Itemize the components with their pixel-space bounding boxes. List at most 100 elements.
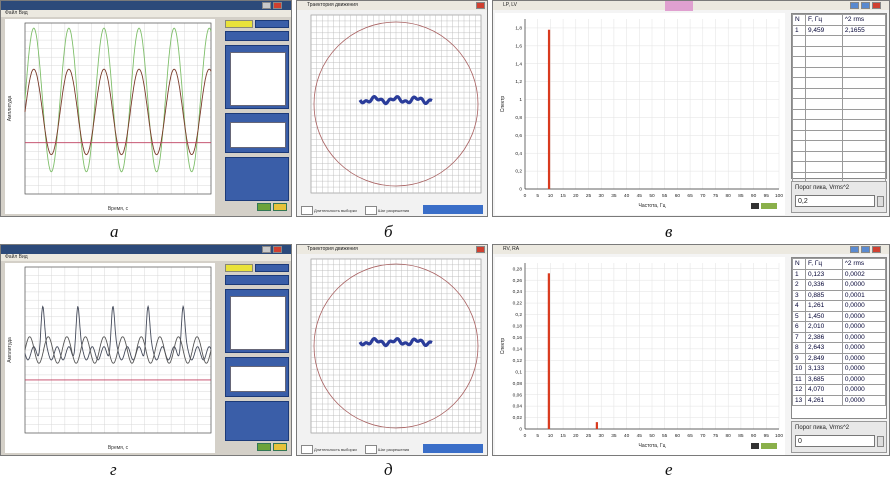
table-row[interactable] <box>792 35 887 47</box>
table-row[interactable]: 4 1,261 0,0000 <box>792 300 887 312</box>
table-row[interactable] <box>792 140 887 152</box>
table-cell: 3,685 <box>805 373 843 385</box>
column-header[interactable]: F, Гц <box>805 258 843 270</box>
table-row[interactable] <box>792 129 887 141</box>
table-cell: 3 <box>792 289 806 301</box>
table-cell: 1 <box>792 24 806 36</box>
minimize-button[interactable] <box>850 246 859 253</box>
table-row[interactable] <box>792 119 887 131</box>
step-input[interactable] <box>365 445 377 454</box>
channel-list[interactable] <box>230 52 286 106</box>
table-row[interactable] <box>792 66 887 78</box>
minimize-button[interactable] <box>850 2 859 9</box>
table-row[interactable]: 1 0,123 0,0002 <box>792 268 887 280</box>
peak-table-f[interactable]: N F, Гц ^2 rms 1 0,123 0,0002 2 0,336 0,0000 3 0,8… <box>791 257 887 419</box>
stop-button[interactable] <box>273 443 287 451</box>
table-row[interactable]: 6 2,010 0,0000 <box>792 321 887 333</box>
spectrum-peak-1 <box>547 29 551 189</box>
header-readout <box>255 20 289 28</box>
table-row[interactable]: 13 4,261 0,0000 <box>792 394 887 406</box>
column-header[interactable]: ^2 rms <box>841 14 887 26</box>
spectrum-peak-1 <box>547 273 550 429</box>
table-cell <box>805 87 843 99</box>
table-row[interactable]: 3 0,885 0,0001 <box>792 289 887 301</box>
duration-input[interactable] <box>301 206 313 215</box>
table-row[interactable]: 8 2,643 0,0000 <box>792 342 887 354</box>
window-titlebar[interactable]: Траектория движения <box>297 245 487 254</box>
apply-button[interactable] <box>423 444 483 453</box>
column-header[interactable]: N <box>792 258 806 270</box>
table-cell: 8 <box>792 342 806 354</box>
x-tick-label: 45 <box>637 433 643 439</box>
table-row[interactable]: 7 2,386 0,0000 <box>792 331 887 343</box>
close-button[interactable] <box>872 2 881 9</box>
column-header[interactable]: F, Гц <box>805 14 843 26</box>
panel-f-spectrum-window: RV, RA 0 5 10 15 20 25 30 35 40 45 50 55 60 65 70 75 80 8… <box>492 244 890 456</box>
maximize-button[interactable] <box>861 246 870 253</box>
table-row[interactable] <box>792 108 887 120</box>
close-button[interactable] <box>872 246 881 253</box>
stop-button[interactable] <box>273 203 287 211</box>
table-cell: 2,643 <box>805 342 843 354</box>
table-row[interactable] <box>792 77 887 89</box>
table-row[interactable] <box>792 56 887 68</box>
table-cell <box>805 150 843 162</box>
threshold-spinner[interactable] <box>877 196 884 207</box>
table-row[interactable]: 2 0,336 0,0000 <box>792 279 887 291</box>
x-tick-label: 70 <box>700 433 706 439</box>
table-row[interactable] <box>792 87 887 99</box>
table-cell <box>792 119 806 131</box>
table-row[interactable]: 9 2,849 0,0000 <box>792 352 887 364</box>
table-row[interactable] <box>792 45 887 57</box>
column-header[interactable]: ^2 rms <box>841 258 887 270</box>
threshold-input[interactable]: 0 <box>795 435 875 447</box>
window-titlebar[interactable]: Траектория движения <box>297 1 487 10</box>
waveform-series-2 <box>24 336 212 364</box>
close-button[interactable] <box>476 2 485 9</box>
minimize-button[interactable] <box>262 2 271 9</box>
table-row[interactable] <box>792 150 887 162</box>
threshold-spinner[interactable] <box>877 436 884 447</box>
header-readout <box>255 264 289 272</box>
y-tick-label: 1,2 <box>515 79 522 85</box>
table-row[interactable]: 5 1,450 0,0000 <box>792 310 887 322</box>
menu-bar[interactable]: Файл Вид <box>1 254 291 261</box>
close-button[interactable] <box>273 246 282 253</box>
duration-input[interactable] <box>301 445 313 454</box>
maximize-button[interactable] <box>861 2 870 9</box>
apply-button[interactable] <box>423 205 483 214</box>
table-cell: 0,0000 <box>841 373 887 385</box>
table-cell <box>805 161 843 173</box>
column-header[interactable]: N <box>792 14 806 26</box>
table-cell <box>805 108 843 120</box>
table-cell <box>841 108 887 120</box>
y-tick-label: 1,6 <box>515 43 522 49</box>
table-cell <box>805 56 843 68</box>
table-row[interactable] <box>792 161 887 173</box>
trajectory-footer: Длительность выборки Шаг разрешения <box>301 444 485 455</box>
table-row[interactable]: 12 4,070 0,0000 <box>792 384 887 396</box>
window-titlebar[interactable] <box>1 1 291 10</box>
chart-background <box>495 257 785 455</box>
close-button[interactable] <box>476 246 485 253</box>
channel-list[interactable] <box>230 296 286 350</box>
minimize-button[interactable] <box>262 246 271 253</box>
start-button[interactable] <box>257 443 271 451</box>
table-cell: 2,1655 <box>841 24 887 36</box>
threshold-input[interactable]: 0,2 <box>795 195 875 207</box>
table-cell <box>792 66 806 78</box>
step-input[interactable] <box>365 206 377 215</box>
x-tick-label: 30 <box>599 433 605 439</box>
menu-bar[interactable]: Файл Вид <box>1 10 291 17</box>
close-button[interactable] <box>273 2 282 9</box>
peak-table-c[interactable]: N F, Гц ^2 rms 1 9,459 2,1655 <box>791 13 887 183</box>
y-tick-label: 1 <box>519 97 522 103</box>
table-row[interactable]: 1 9,459 2,1655 <box>792 24 887 36</box>
table-row[interactable] <box>792 98 887 110</box>
table-row[interactable]: 10 3,133 0,0000 <box>792 363 887 375</box>
start-button[interactable] <box>257 203 271 211</box>
table-row[interactable]: 11 3,685 0,0000 <box>792 373 887 385</box>
window-titlebar[interactable]: RV, RA <box>493 245 889 254</box>
mode-indicator <box>225 275 289 285</box>
window-titlebar[interactable] <box>1 245 291 254</box>
